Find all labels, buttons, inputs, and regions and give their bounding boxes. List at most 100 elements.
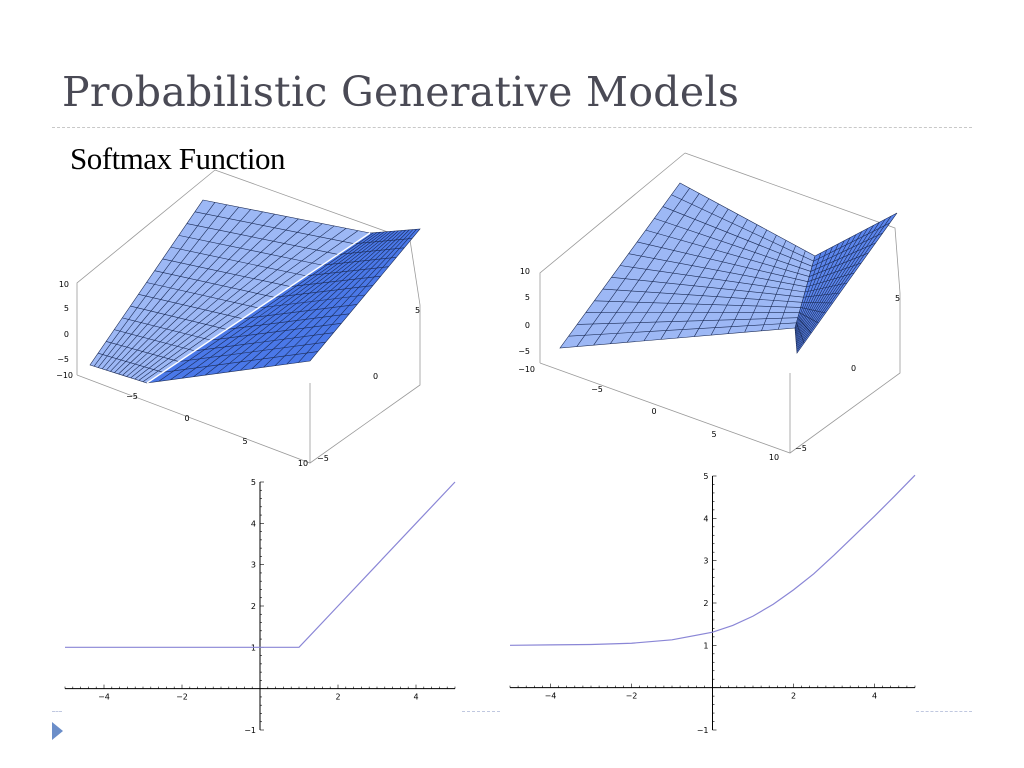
surface-mesh-line [796,215,892,352]
x-tick-label: 4 [872,692,877,701]
line-plot-softmax: −4 −2 2 4 −1 1 2 3 4 5 [509,472,916,735]
surface-mesh-line [796,228,868,345]
bounding-box-edge [684,152,901,294]
surface-mesh-line [210,322,342,341]
surface-mesh-line [226,313,350,330]
surface-mesh-line [142,230,359,382]
z-tick-label: 0 [64,330,69,339]
y-tick-label: 4 [703,514,708,523]
z-tick-label: −5 [518,347,530,356]
surface-mesh-line [619,265,806,293]
z-tick-label: 5 [525,293,530,302]
series-line [65,481,456,648]
surface-mesh-line [568,322,797,337]
y-tick-label: 0 [373,372,378,381]
x-tick-label: −2 [176,693,188,702]
surface-mesh-line [799,312,819,324]
z-tick-label: 10 [59,280,69,289]
surface-mesh-line [106,341,179,362]
x-tick-label: −5 [591,385,603,394]
z-tick-label: −10 [56,371,73,380]
surface-mesh-line [162,351,318,373]
footer-divider-right [916,711,972,712]
surface-mesh-line [800,307,826,314]
x-tick-label: 5 [711,430,716,439]
surface-mesh-line [594,300,801,308]
y-tick-label: 5 [251,478,256,487]
x-tick-label: 10 [769,453,779,462]
surface-mesh-line [138,293,243,320]
x-tick-label: 2 [791,692,796,701]
y-tick-label: 4 [251,519,256,528]
surface-mesh-line [802,301,833,304]
surface-mesh-line [146,282,259,309]
surface-mesh-line [577,317,798,325]
surface-mesh-line [298,229,417,363]
surface-mesh-line [258,294,366,309]
title-divider [52,127,972,128]
z-tick-label: 10 [520,267,530,276]
slide-title: Probabilistic Generative Models [62,68,740,116]
surface-mesh-line [796,222,880,348]
y-tick-label: 2 [703,599,708,608]
surface-mesh-line [134,225,335,380]
surface-mesh-line [797,317,812,334]
bounding-box-edge [539,293,901,454]
z-tick-label: −5 [57,355,69,364]
surface-mesh-line [286,229,414,365]
surface-plot-softmax: 10 5 0 −5 −10 −5 0 5 10 5 0 −5 [518,152,901,462]
x-tick-label: −2 [626,692,638,701]
surface-mesh-line [138,228,347,381]
surface-mesh-line [796,218,886,350]
surface-mesh-line [97,352,164,373]
x-tick-label: −5 [126,392,138,401]
y-tick-label: −1 [244,726,256,735]
y-tick-label: 0 [851,364,856,373]
surface-mesh-line [804,282,848,293]
z-tick-label: 5 [64,304,69,313]
y-tick-label: −5 [795,444,807,453]
bounding-box-edge [76,169,216,375]
x-tick-label: 2 [335,693,340,702]
y-tick-label: 5 [895,294,900,303]
surface-mesh-line [796,322,805,344]
surface-mesh-line [744,240,787,333]
surface-mesh-line [777,250,806,330]
surface-mesh-line [795,231,863,343]
z-tick-label: 0 [525,321,530,330]
surface-mesh-line [694,224,758,337]
surface-mesh-line [274,229,410,366]
footer-divider-center [462,711,500,712]
x-tick-label: 5 [242,437,247,446]
surface-mesh-line [263,229,406,368]
y-tick-label: 2 [251,602,256,611]
y-tick-label: 1 [703,641,708,650]
surface-mesh-line [114,329,195,352]
x-tick-label: 0 [184,414,189,423]
surface-mesh-line [130,223,323,379]
x-tick-label: 0 [651,407,656,416]
surface-mesh-line [796,225,874,347]
surface-mesh-line [122,218,299,376]
surface-mesh-line [611,276,804,298]
x-tick-label: 4 [413,693,418,702]
surface-mesh-line [122,317,211,341]
x-tick-label: −4 [98,693,110,702]
surface-mesh-line [194,332,334,352]
slide-subtitle: Softmax Function [70,141,286,176]
footer-divider-left [52,711,62,712]
x-tick-label: 10 [298,459,308,468]
bounding-box-edge [539,152,686,363]
surface-mesh-line [602,288,803,303]
y-tick-label: −5 [317,454,329,463]
surface-mesh-line [239,230,399,371]
surface-mesh-line [130,305,227,330]
x-tick-label: −4 [545,692,557,701]
surface-mesh-line [251,230,403,370]
surface-plot-max: 10 5 0 −5 −10 −5 0 5 10 5 0 −5 [56,169,421,468]
surface-mesh-line [242,304,358,320]
surface-mesh-line [178,341,326,362]
surface-mesh-line [710,229,768,336]
surface-mesh-line [727,235,777,334]
